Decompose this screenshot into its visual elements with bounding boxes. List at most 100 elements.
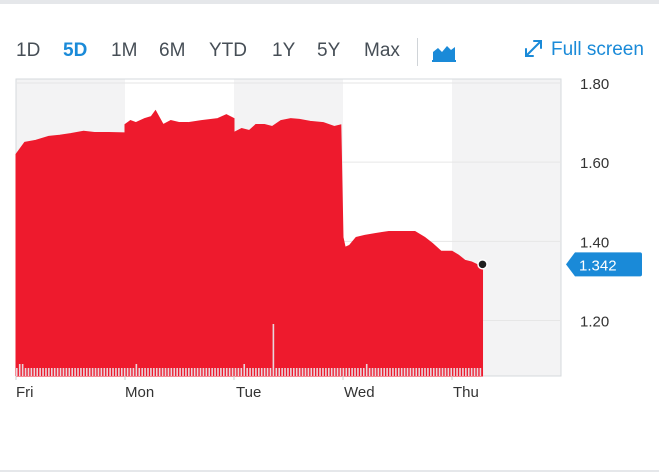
last-price-marker[interactable] bbox=[477, 259, 488, 270]
volume-bar bbox=[24, 368, 27, 376]
volume-bar bbox=[386, 368, 388, 376]
volume-bar bbox=[301, 368, 304, 376]
volume-bar bbox=[223, 368, 225, 376]
volume-bar bbox=[269, 368, 272, 376]
range-button-5y[interactable]: 5Y bbox=[317, 40, 341, 61]
volume-bar bbox=[68, 368, 71, 376]
volume-bar bbox=[161, 368, 164, 376]
volume-bar bbox=[50, 368, 53, 376]
volume-bar bbox=[62, 368, 65, 376]
volume-bar bbox=[217, 368, 219, 376]
volume-bar bbox=[377, 368, 380, 376]
volume-bar bbox=[266, 368, 269, 376]
volume-bar bbox=[135, 364, 138, 376]
range-toolbar: 1D 5D 1M 6M YTD 1Y 5Y Max Full screen bbox=[0, 34, 659, 70]
volume-bar bbox=[453, 368, 455, 376]
range-button-1y[interactable]: 1Y bbox=[272, 40, 296, 61]
volume-bar bbox=[112, 368, 114, 376]
bottom-border bbox=[0, 470, 659, 472]
volume-bar bbox=[173, 368, 176, 376]
volume-bar bbox=[424, 368, 426, 376]
volume-bar bbox=[360, 368, 362, 376]
volume-bar bbox=[281, 368, 283, 376]
volume-bar bbox=[153, 368, 155, 376]
volume-bar bbox=[333, 368, 336, 376]
volume-bar bbox=[290, 368, 292, 376]
volume-bar bbox=[374, 368, 377, 376]
volume-bar bbox=[459, 368, 461, 376]
volume-bar bbox=[167, 368, 170, 376]
volume-bar bbox=[138, 368, 141, 376]
volume-bar bbox=[371, 368, 374, 376]
volume-bar bbox=[39, 368, 41, 376]
x-tick-label: Fri bbox=[16, 384, 34, 401]
volume-bar bbox=[406, 368, 409, 376]
volume-bar bbox=[155, 368, 158, 376]
volume-bar bbox=[397, 368, 400, 376]
volume-bar bbox=[48, 368, 50, 376]
volume-bar bbox=[327, 368, 330, 376]
volume-bar bbox=[249, 368, 251, 376]
volume-bar bbox=[298, 368, 301, 376]
volume-bar bbox=[365, 364, 368, 376]
volume-bar bbox=[144, 368, 146, 376]
volume-bar bbox=[59, 368, 62, 376]
volume-bar bbox=[88, 368, 91, 376]
volume-bar bbox=[188, 368, 190, 376]
range-button-ytd[interactable]: YTD bbox=[209, 40, 247, 61]
volume-bar bbox=[132, 368, 135, 376]
volume-bar bbox=[103, 368, 106, 376]
range-button-5d[interactable]: 5D bbox=[63, 40, 88, 61]
volume-bar bbox=[383, 368, 385, 376]
volume-bar bbox=[441, 368, 444, 376]
y-tick-label: 1.60 bbox=[580, 155, 609, 172]
range-button-1d[interactable]: 1D bbox=[16, 40, 41, 61]
volume-bar bbox=[71, 368, 73, 376]
volume-bar bbox=[316, 368, 318, 376]
range-button-max[interactable]: Max bbox=[364, 40, 400, 61]
volume-bar bbox=[412, 368, 415, 376]
volume-bar bbox=[225, 368, 228, 376]
volume-bar bbox=[205, 368, 208, 376]
volume-bar bbox=[45, 368, 47, 376]
volume-bar bbox=[42, 368, 44, 376]
volume-bar bbox=[392, 368, 394, 376]
range-button-6m[interactable]: 6M bbox=[159, 40, 186, 61]
volume-bar bbox=[310, 368, 313, 376]
volume-bar bbox=[427, 368, 429, 376]
volume-bar bbox=[400, 368, 403, 376]
volume-bar bbox=[97, 368, 100, 376]
x-tick-label: Mon bbox=[125, 384, 154, 401]
fullscreen-label: Full screen bbox=[551, 39, 644, 60]
volume-bar bbox=[435, 368, 438, 376]
volume-bar bbox=[336, 368, 339, 376]
volume-bar bbox=[179, 368, 181, 376]
volume-bar bbox=[342, 368, 345, 376]
volume-bar bbox=[129, 368, 132, 376]
volume-bar bbox=[255, 368, 257, 376]
area-chart-icon[interactable] bbox=[432, 42, 456, 62]
range-button-1m[interactable]: 1M bbox=[111, 40, 138, 61]
volume-bar bbox=[16, 368, 18, 376]
volume-bar bbox=[395, 368, 397, 376]
volume-bar bbox=[246, 368, 248, 376]
volume-bar bbox=[53, 368, 56, 376]
volume-bar bbox=[158, 368, 161, 376]
volume-bar bbox=[109, 368, 111, 376]
volume-bar bbox=[418, 368, 420, 376]
volume-bar bbox=[118, 368, 120, 376]
volume-bar bbox=[295, 368, 298, 376]
volume-bar bbox=[80, 368, 82, 376]
volume-bar bbox=[21, 364, 24, 376]
volume-bar bbox=[202, 368, 205, 376]
volume-bar bbox=[462, 368, 464, 376]
volume-bar bbox=[228, 368, 231, 376]
volume-bar bbox=[278, 368, 281, 376]
volume-bar bbox=[263, 368, 266, 376]
volume-bar bbox=[304, 368, 307, 376]
last-price-label: 1.342 bbox=[579, 257, 617, 274]
volume-bar bbox=[211, 368, 213, 376]
fullscreen-button[interactable]: Full screen bbox=[524, 39, 644, 61]
toolbar-divider bbox=[417, 38, 418, 66]
